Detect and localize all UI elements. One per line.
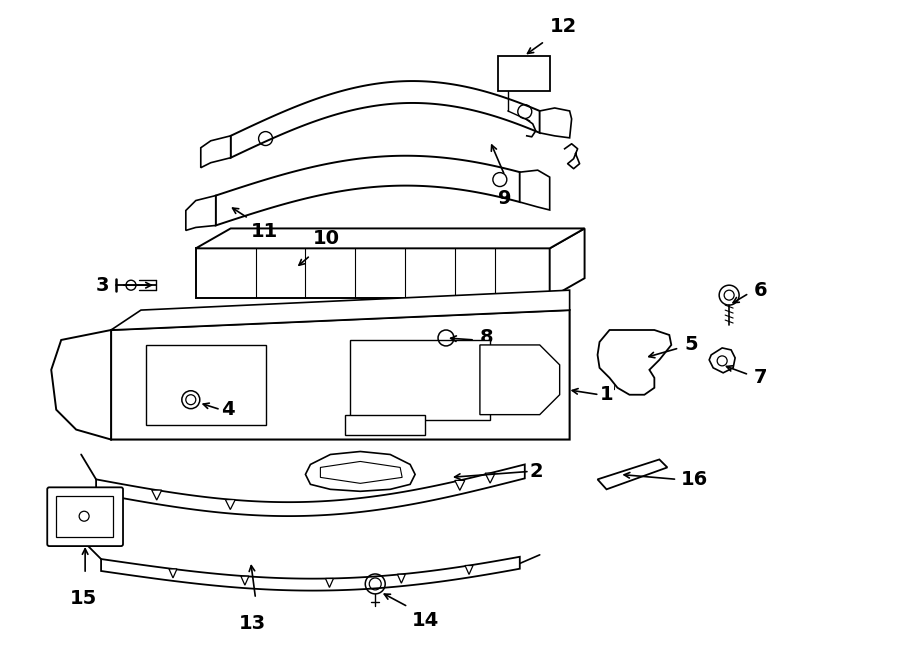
Polygon shape <box>550 229 585 298</box>
Polygon shape <box>216 156 520 225</box>
Text: 9: 9 <box>498 188 511 208</box>
Text: 13: 13 <box>239 614 266 633</box>
Text: 8: 8 <box>480 329 493 348</box>
Polygon shape <box>350 340 490 420</box>
Polygon shape <box>225 500 235 510</box>
Text: 4: 4 <box>220 400 234 419</box>
Text: 11: 11 <box>250 223 278 241</box>
Text: 14: 14 <box>412 611 439 630</box>
Text: 16: 16 <box>681 470 708 489</box>
Polygon shape <box>111 290 570 330</box>
Polygon shape <box>465 566 473 574</box>
Text: 5: 5 <box>684 335 698 354</box>
Text: 6: 6 <box>754 281 768 299</box>
Polygon shape <box>146 345 266 424</box>
Polygon shape <box>454 481 464 490</box>
Text: 7: 7 <box>754 368 768 387</box>
Polygon shape <box>230 81 540 158</box>
Polygon shape <box>201 136 230 168</box>
Polygon shape <box>598 459 667 489</box>
Polygon shape <box>196 229 585 249</box>
Polygon shape <box>540 108 572 138</box>
Polygon shape <box>320 461 402 483</box>
Polygon shape <box>398 574 405 583</box>
Polygon shape <box>241 576 249 585</box>
Polygon shape <box>346 414 425 434</box>
Polygon shape <box>152 490 162 500</box>
Polygon shape <box>51 330 111 440</box>
FancyBboxPatch shape <box>498 56 550 91</box>
Polygon shape <box>598 330 671 395</box>
Polygon shape <box>326 578 334 588</box>
Polygon shape <box>96 465 525 516</box>
Polygon shape <box>480 345 560 414</box>
Polygon shape <box>196 249 550 298</box>
Text: 1: 1 <box>599 385 613 405</box>
Polygon shape <box>520 170 550 210</box>
Polygon shape <box>101 557 520 590</box>
Text: 2: 2 <box>530 462 544 481</box>
Polygon shape <box>305 451 415 491</box>
FancyBboxPatch shape <box>56 496 113 537</box>
Polygon shape <box>709 348 735 373</box>
Text: 3: 3 <box>95 276 109 295</box>
Polygon shape <box>111 310 570 440</box>
Text: 10: 10 <box>312 229 339 249</box>
Polygon shape <box>485 473 495 483</box>
Text: 12: 12 <box>550 17 577 36</box>
FancyBboxPatch shape <box>47 487 123 546</box>
Polygon shape <box>169 569 177 578</box>
Polygon shape <box>185 196 216 231</box>
Text: 15: 15 <box>69 589 97 608</box>
